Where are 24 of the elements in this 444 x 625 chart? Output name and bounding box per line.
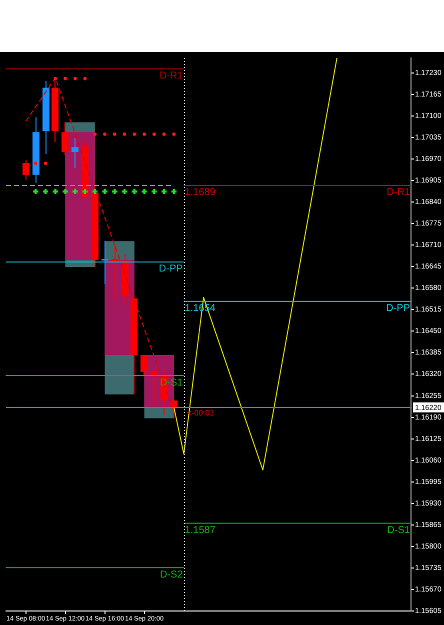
point [122, 132, 126, 136]
point [64, 76, 67, 80]
series-label: D-PP [386, 303, 410, 314]
point [44, 162, 48, 165]
data-label: 1.1689 [184, 187, 216, 198]
series-label: D-R1 [159, 70, 184, 82]
point [34, 162, 38, 165]
series-label: D-PP [158, 264, 184, 275]
point [162, 132, 166, 136]
point [93, 132, 97, 136]
point [132, 132, 136, 136]
data-label: 1.1587 [184, 525, 216, 536]
series-label: D-R1 [386, 187, 410, 198]
series-label: D-S1 [387, 525, 410, 536]
point [152, 132, 156, 136]
point [54, 76, 58, 80]
point [172, 132, 176, 136]
point [73, 76, 77, 80]
series-label: D-S2 [160, 569, 184, 580]
point [83, 76, 87, 80]
candlestick [102, 241, 108, 284]
point [103, 132, 106, 136]
point [112, 132, 116, 136]
point [142, 132, 146, 136]
